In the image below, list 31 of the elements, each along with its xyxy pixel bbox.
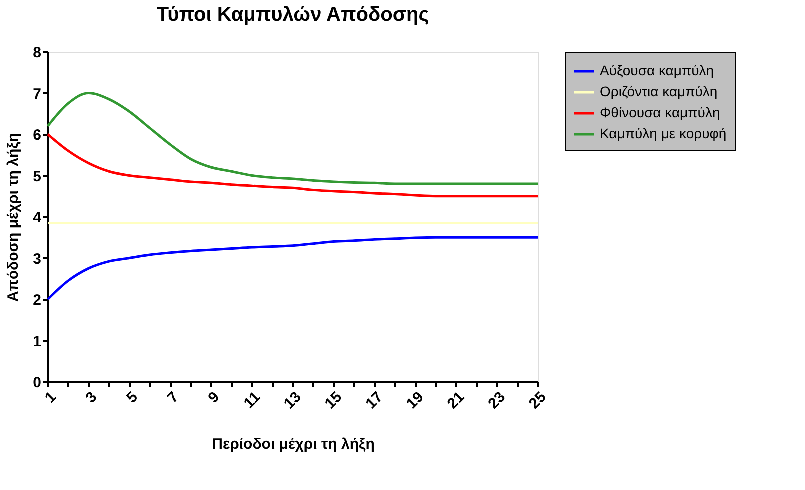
x-tick-label: 17 — [362, 388, 386, 413]
x-tick-label: 23 — [485, 388, 509, 413]
y-tick-label: 4 — [33, 210, 42, 226]
x-tick-label: 25 — [526, 388, 550, 413]
x-tick-label: 21 — [444, 388, 468, 413]
x-tick-label: 9 — [205, 388, 224, 407]
legend-label: Αύξουσα καμπύλη — [600, 62, 714, 78]
x-tick-label: 13 — [280, 388, 305, 413]
x-tick-label: 15 — [322, 388, 346, 413]
y-axis-title: Απόδοση μέχρι τη λήξη — [5, 133, 22, 302]
line-series — [46, 92, 540, 186]
line-series — [46, 236, 540, 301]
y-tick-label: 3 — [33, 250, 42, 268]
line-series — [46, 133, 540, 198]
y-tick-label: 2 — [33, 292, 42, 309]
x-tick-label: 3 — [82, 388, 101, 407]
legend-label: Οριζόντια καμπύλη — [600, 84, 718, 100]
x-tick-label: 5 — [124, 388, 142, 407]
y-tick-label: 8 — [33, 44, 42, 62]
y-tick-label: 0 — [33, 374, 42, 392]
x-tick-label: 7 — [164, 388, 182, 407]
chart-title: Τύποι Καμπυλών Απόδοσης — [156, 4, 430, 26]
y-tick-label: 5 — [33, 168, 42, 186]
x-tick-label: 11 — [240, 388, 264, 412]
x-tick-label: 19 — [403, 388, 428, 413]
x-axis-title: Περίοδοι μέχρι τη λήξη — [212, 436, 375, 453]
legend-label: Φθίνουσα καμπύλη — [600, 104, 720, 120]
y-tick-label: 7 — [33, 86, 42, 103]
y-tick-label: 6 — [33, 127, 42, 144]
y-tick-label: 1 — [33, 333, 42, 350]
legend-label: Καμπύλη με κορυφή — [600, 126, 727, 142]
